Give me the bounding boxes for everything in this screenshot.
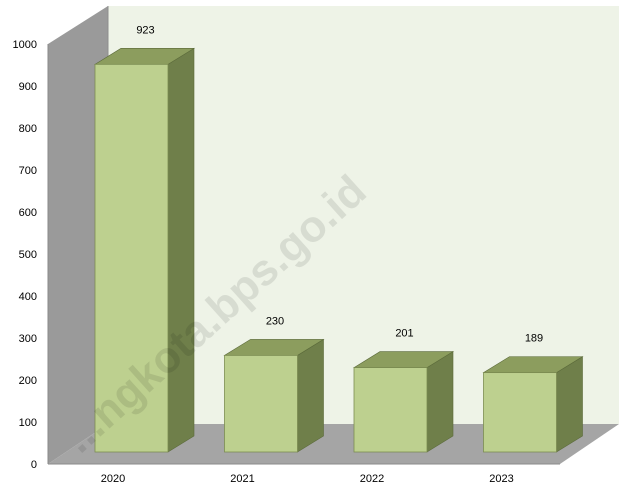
- bar: [224, 354, 298, 453]
- y-tick-label: 700: [19, 165, 37, 177]
- side-wall: [48, 6, 108, 464]
- bar-side: [297, 338, 324, 453]
- data-label: 189: [525, 333, 543, 345]
- y-tick-label: 800: [19, 123, 37, 135]
- y-tick-label: 100: [19, 417, 37, 429]
- bar-side: [167, 47, 195, 453]
- data-label: 923: [136, 24, 154, 36]
- y-tick-label: 900: [19, 81, 37, 93]
- y-tick-label: 500: [19, 249, 37, 261]
- data-labels: 923 230 201 189: [136, 24, 543, 344]
- y-tick-label: 600: [19, 207, 37, 219]
- x-axis-labels: 2020 2021 2022 2023: [101, 473, 514, 485]
- back-wall: [108, 6, 619, 424]
- y-tick-label: 300: [19, 333, 37, 345]
- x-tick-label: 2022: [360, 473, 384, 485]
- data-label: 230: [266, 315, 284, 327]
- bar: [94, 63, 169, 453]
- y-tick-label: 400: [19, 291, 37, 303]
- bar-side: [556, 356, 583, 453]
- x-tick-label: 2020: [101, 473, 125, 485]
- bar: [353, 367, 428, 453]
- x-tick-label: 2021: [230, 473, 254, 485]
- bars: [93, 47, 584, 453]
- bar: [483, 372, 557, 453]
- y-tick-label: 200: [19, 375, 37, 387]
- x-tick-label: 2023: [489, 473, 513, 485]
- y-axis-ticks: 0 100 200 300 400 500 600 700 800 900 1000: [13, 39, 37, 471]
- y-tick-label: 1000: [13, 39, 37, 51]
- data-label: 201: [395, 328, 413, 340]
- y-tick-label: 0: [31, 459, 37, 471]
- chart-walls: [47, 6, 619, 465]
- bar-side: [426, 351, 454, 453]
